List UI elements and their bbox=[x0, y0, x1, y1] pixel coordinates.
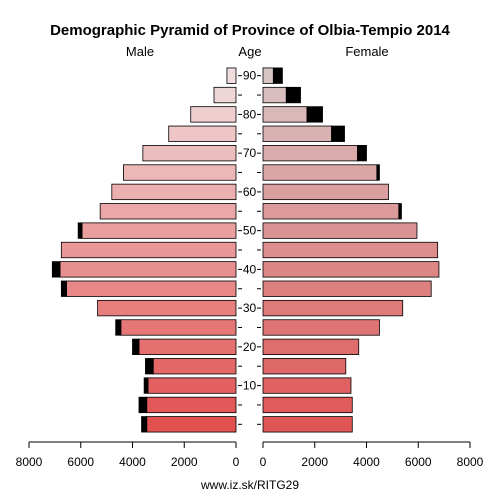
age-tick-label: 80 bbox=[243, 107, 257, 121]
male-excess-bar bbox=[141, 416, 148, 433]
male-bar bbox=[123, 164, 237, 181]
male-excess-bar bbox=[132, 338, 140, 355]
male-bar bbox=[120, 319, 237, 336]
female-bar bbox=[262, 241, 439, 259]
female-bar bbox=[262, 145, 358, 162]
male-bar bbox=[190, 106, 237, 123]
female-bar bbox=[262, 299, 404, 317]
female-x-tick-label: 6000 bbox=[405, 455, 432, 469]
chart-title: Demographic Pyramid of Province of Olbia… bbox=[50, 22, 450, 39]
age-tick-label: 40 bbox=[243, 262, 257, 276]
male-bar bbox=[168, 125, 237, 142]
female-bar bbox=[262, 125, 332, 142]
male-excess-bar bbox=[51, 261, 61, 278]
female-x-tick-label: 8000 bbox=[457, 455, 484, 469]
male-x-tick-label: 4000 bbox=[119, 455, 146, 469]
female-bar bbox=[262, 358, 347, 375]
male-bar bbox=[146, 396, 237, 414]
male-bar bbox=[138, 338, 237, 355]
male-excess-bar bbox=[115, 319, 122, 336]
female-x-tick-label: 2000 bbox=[301, 455, 328, 469]
female-bar bbox=[262, 338, 360, 355]
male-bar bbox=[97, 299, 237, 317]
age-tick-label: 30 bbox=[243, 301, 257, 315]
age-tick-label: 60 bbox=[243, 185, 257, 199]
age-tick-label: 70 bbox=[243, 146, 257, 160]
male-bar bbox=[152, 358, 237, 375]
male-excess-bar bbox=[143, 377, 149, 394]
female-excess-bar bbox=[306, 106, 323, 123]
axes-group: 10 20 30 40 50 60 70 80 90 8000 6000 4000 2000 0 0 2000… bbox=[16, 69, 484, 469]
female-excess-bar bbox=[357, 145, 367, 162]
female-excess-bar bbox=[398, 203, 402, 220]
female-bar bbox=[262, 86, 287, 104]
source-label: www.iz.sk/RITG29 bbox=[200, 478, 299, 492]
male-bar bbox=[81, 222, 237, 239]
age-tick-label: 10 bbox=[243, 379, 257, 393]
male-bar bbox=[111, 183, 237, 201]
male-bar bbox=[226, 67, 237, 84]
female-bar bbox=[262, 416, 353, 433]
age-tick-label: 90 bbox=[243, 69, 257, 83]
age-tick-label: 50 bbox=[243, 224, 257, 238]
male-label: Male bbox=[126, 44, 154, 59]
bars-group bbox=[51, 67, 440, 433]
male-bar bbox=[66, 280, 237, 297]
female-label: Female bbox=[345, 44, 388, 59]
male-bar bbox=[213, 86, 237, 104]
female-bar bbox=[262, 377, 352, 394]
female-excess-bar bbox=[285, 86, 301, 104]
male-x-tick-label: 0 bbox=[233, 455, 240, 469]
age-label: Age bbox=[238, 44, 261, 59]
female-bar bbox=[262, 106, 308, 123]
female-x-tick-label: 4000 bbox=[353, 455, 380, 469]
female-bar bbox=[262, 261, 440, 278]
female-bar bbox=[262, 164, 378, 181]
female-bar bbox=[262, 183, 389, 201]
age-tick-label: 20 bbox=[243, 340, 257, 354]
female-excess-bar bbox=[331, 125, 345, 142]
female-bar bbox=[262, 396, 353, 414]
male-excess-bar bbox=[77, 222, 83, 239]
female-bar bbox=[262, 67, 274, 84]
female-x-tick-label: 0 bbox=[260, 455, 267, 469]
male-bar bbox=[99, 203, 237, 220]
female-excess-bar bbox=[272, 67, 283, 84]
male-excess-bar bbox=[138, 396, 148, 414]
male-excess-bar bbox=[145, 358, 154, 375]
male-bar bbox=[60, 241, 237, 259]
female-excess-bar bbox=[376, 164, 380, 181]
male-bar bbox=[147, 377, 237, 394]
female-bar bbox=[262, 222, 418, 239]
female-bar bbox=[262, 280, 432, 297]
male-bar bbox=[59, 261, 237, 278]
male-bar bbox=[146, 416, 237, 433]
male-excess-bar bbox=[60, 280, 67, 297]
male-x-tick-label: 8000 bbox=[16, 455, 43, 469]
male-bar bbox=[142, 145, 237, 162]
female-bar bbox=[262, 203, 400, 220]
male-x-tick-label: 6000 bbox=[67, 455, 94, 469]
female-bar bbox=[262, 319, 380, 336]
male-x-tick-label: 2000 bbox=[171, 455, 198, 469]
